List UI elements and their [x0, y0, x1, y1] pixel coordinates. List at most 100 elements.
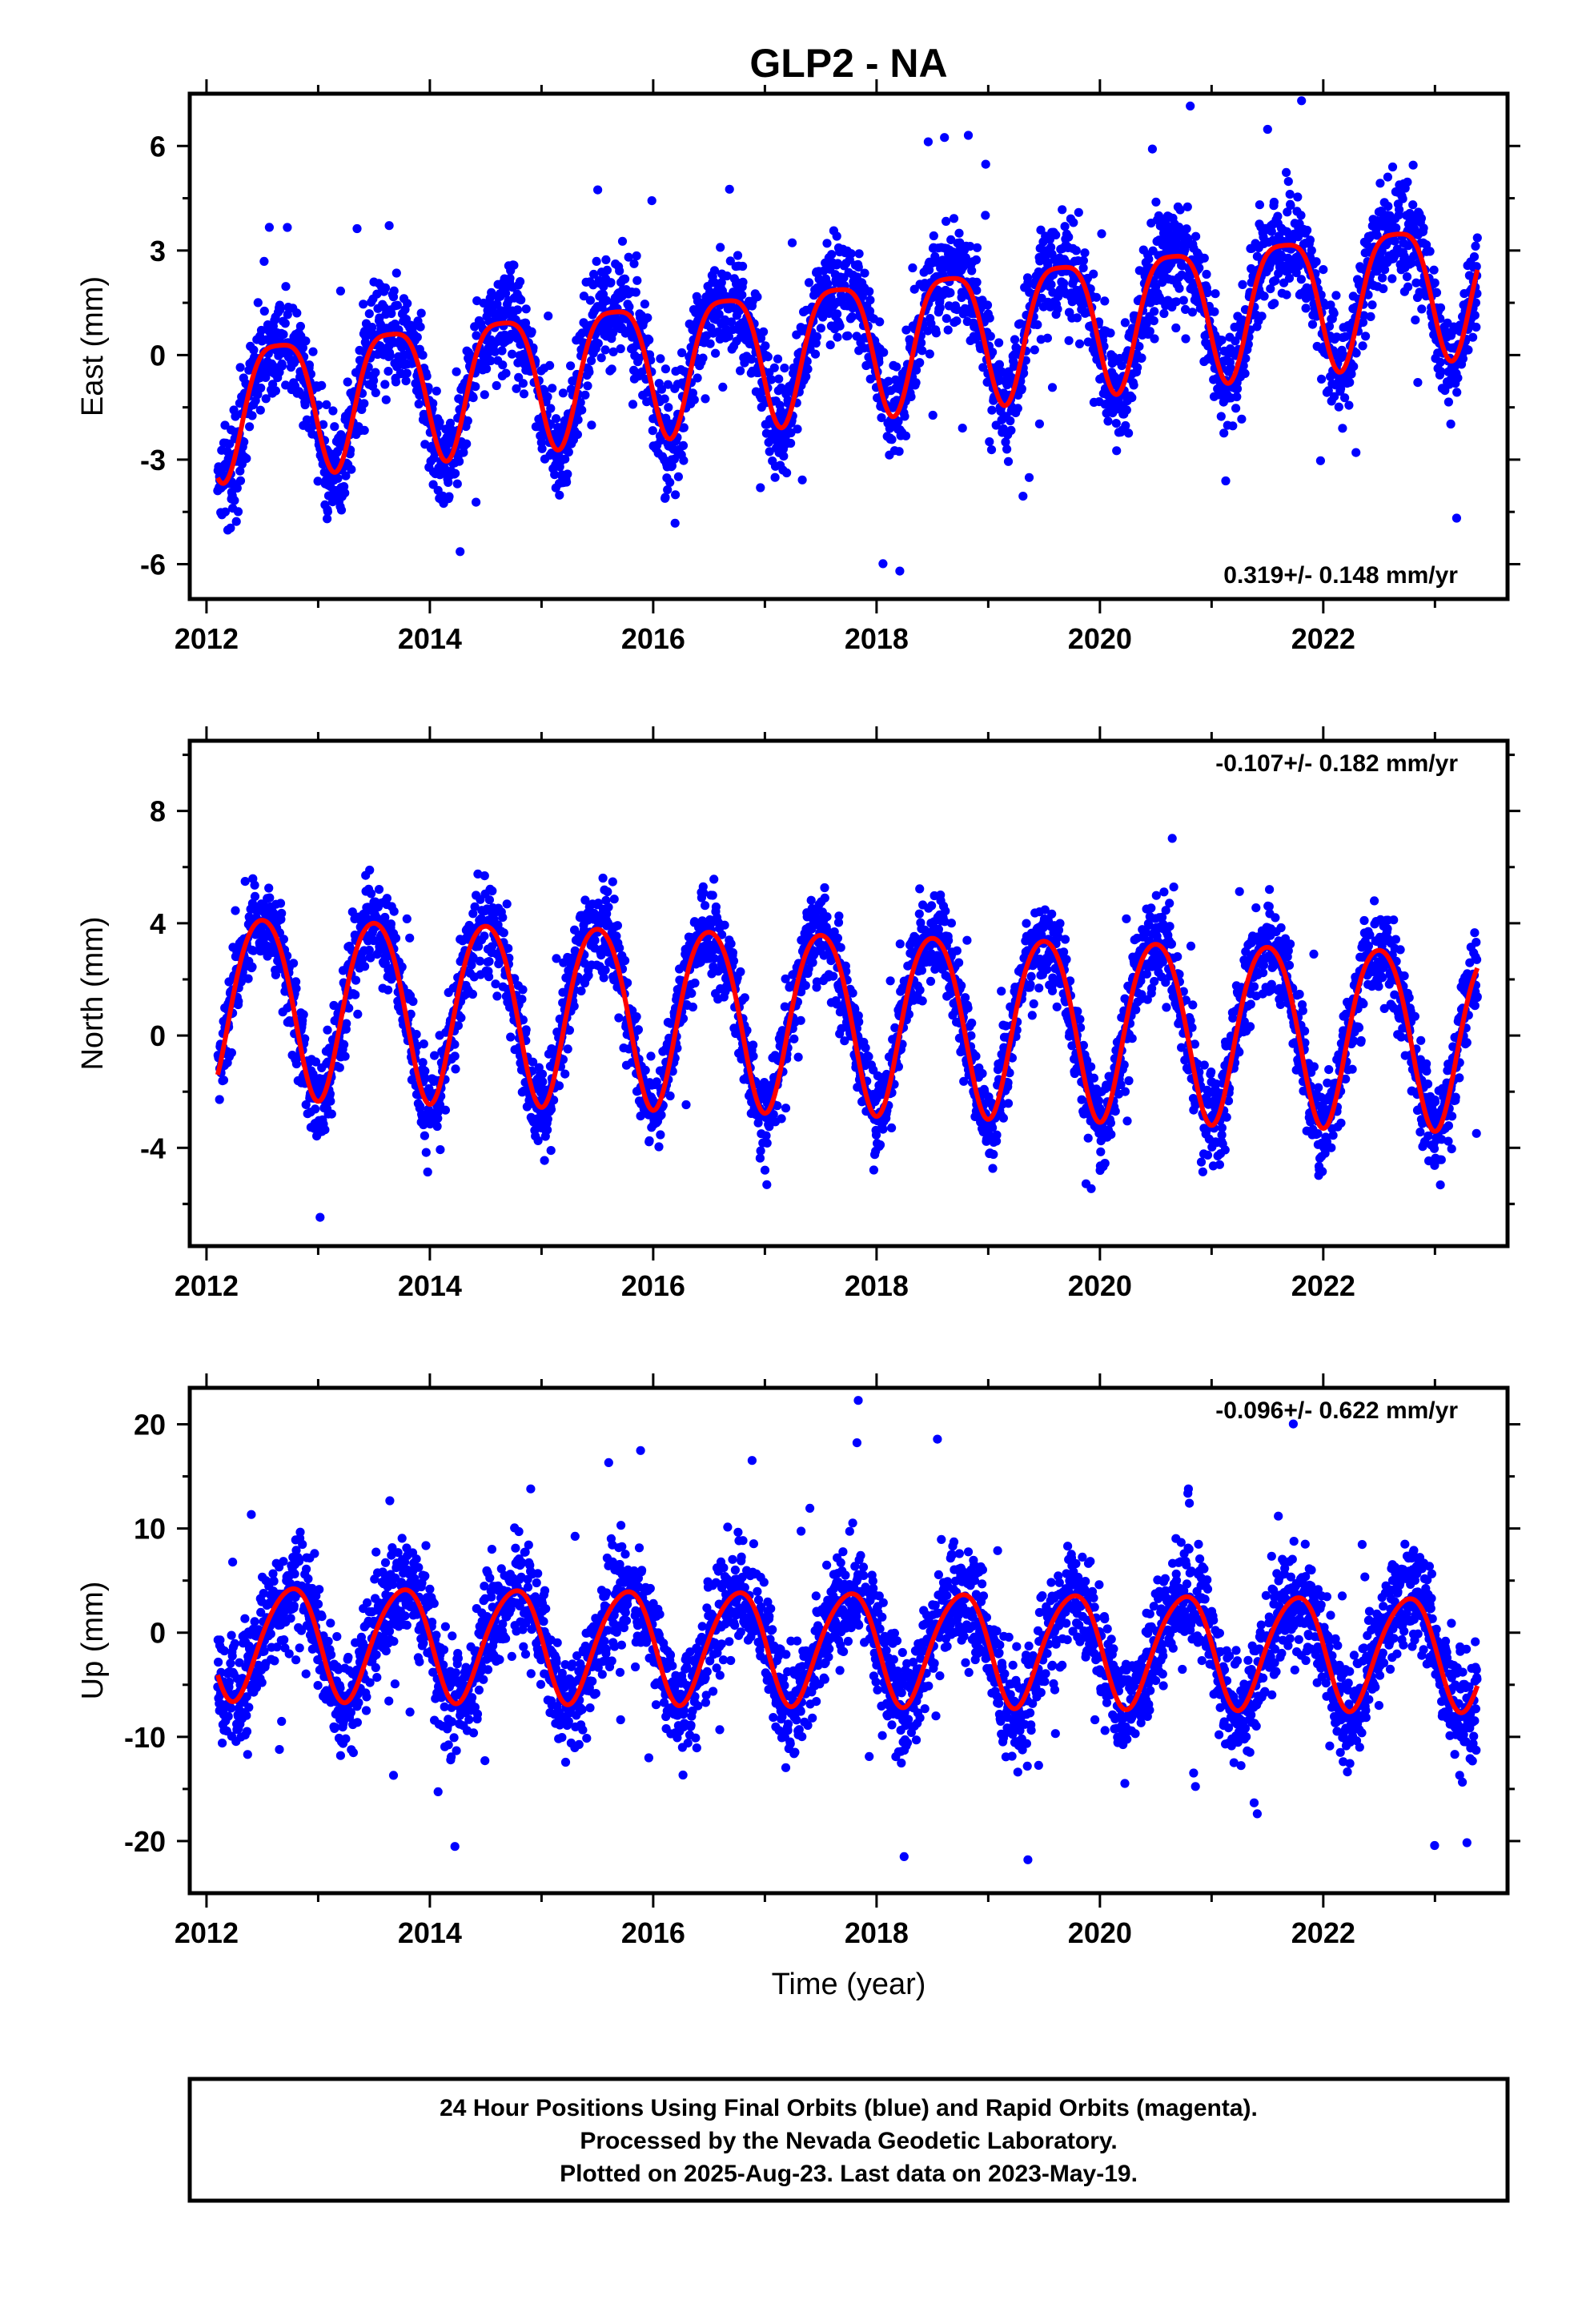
east-point — [786, 428, 796, 438]
east-point — [283, 310, 292, 320]
east-point — [432, 386, 441, 396]
east-point — [295, 321, 305, 332]
north-point — [480, 931, 489, 941]
east-point — [648, 426, 657, 436]
east-point — [763, 352, 773, 362]
east-point — [994, 360, 1004, 369]
east-point — [1344, 400, 1354, 410]
east-point — [606, 278, 616, 287]
east-point — [1471, 241, 1480, 251]
east-point — [825, 340, 835, 350]
north-point — [327, 1109, 336, 1119]
east-point — [385, 351, 395, 360]
east-point — [756, 483, 765, 493]
east-point — [1006, 416, 1015, 426]
north-point — [608, 877, 617, 887]
east-point — [908, 263, 917, 273]
east-point — [1307, 246, 1316, 255]
east-point — [640, 300, 650, 309]
east-point — [835, 321, 845, 331]
east-point — [935, 303, 945, 312]
east-point — [380, 380, 390, 389]
east-point — [1127, 393, 1137, 403]
east-x-tick-label: 2018 — [845, 622, 909, 655]
east-point — [1042, 333, 1052, 343]
east-y-tick-label: 0 — [150, 339, 166, 372]
east-point — [1349, 362, 1359, 372]
north-point — [383, 985, 393, 995]
east-point — [793, 424, 802, 434]
north-point — [498, 913, 508, 923]
east-point — [537, 444, 547, 453]
north-point — [598, 873, 608, 883]
east-point — [340, 489, 350, 498]
north-point — [604, 903, 613, 912]
east-point — [701, 394, 710, 404]
east-point — [656, 436, 665, 445]
east-point — [1411, 316, 1420, 325]
east-point — [812, 332, 821, 341]
east-point — [1282, 290, 1291, 300]
east-point — [239, 437, 249, 447]
east-point — [661, 493, 670, 502]
east-point — [435, 470, 445, 480]
east-point — [231, 517, 241, 526]
east-point — [383, 367, 393, 376]
north-point — [484, 895, 495, 905]
north-point — [250, 880, 259, 890]
east-point — [602, 296, 612, 305]
east-point — [1238, 279, 1247, 289]
east-point — [632, 275, 642, 285]
north-point — [502, 899, 512, 909]
north-point — [423, 1167, 432, 1177]
east-point — [925, 349, 934, 359]
east-point — [1464, 345, 1473, 355]
east-point — [1210, 307, 1219, 316]
north-point — [506, 1032, 516, 1042]
east-point — [632, 251, 641, 261]
east-point — [1351, 448, 1361, 457]
east-point — [901, 431, 911, 440]
east-point — [1338, 424, 1347, 433]
east-point — [952, 316, 962, 326]
east-point — [472, 296, 482, 306]
east-point — [747, 355, 757, 364]
east-point — [1340, 393, 1350, 403]
north-point — [247, 962, 257, 971]
east-point — [737, 290, 747, 300]
east-point — [1059, 279, 1069, 288]
east-point — [1366, 312, 1375, 321]
east-point — [906, 392, 916, 401]
east-point — [403, 299, 412, 308]
east-point — [245, 422, 255, 432]
north-point — [227, 1048, 236, 1058]
east-point — [1319, 265, 1328, 275]
east-point — [1089, 269, 1098, 279]
east-point — [1072, 313, 1082, 323]
east-point — [1064, 232, 1074, 242]
north-point — [360, 962, 370, 971]
east-point — [661, 364, 671, 374]
east-point — [738, 277, 748, 287]
east-point — [1430, 278, 1439, 287]
east-x-tick-label: 2012 — [175, 622, 239, 655]
east-point — [822, 239, 832, 248]
east-point — [981, 211, 990, 220]
east-point — [1017, 384, 1026, 394]
north-point — [620, 955, 630, 966]
east-point — [1219, 428, 1229, 438]
north-point — [351, 975, 361, 985]
north-point — [219, 1076, 229, 1085]
east-point — [1216, 412, 1226, 421]
east-point — [770, 472, 780, 482]
east-point — [1046, 243, 1056, 252]
north-point — [326, 1096, 335, 1106]
east-point — [371, 388, 380, 397]
north-point — [656, 1110, 666, 1120]
east-point — [546, 404, 556, 413]
east-point — [1416, 214, 1426, 223]
east-point — [1408, 200, 1418, 210]
east-point — [987, 405, 997, 415]
east-point — [877, 413, 886, 423]
east-point — [901, 325, 911, 335]
